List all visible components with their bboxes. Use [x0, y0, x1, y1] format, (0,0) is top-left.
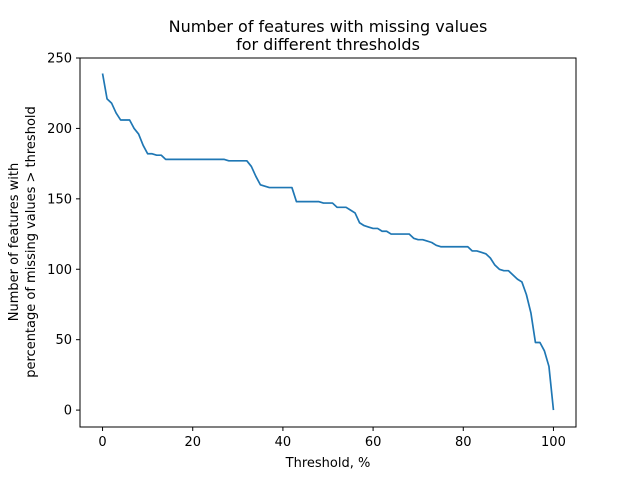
chart-title-line-2: for different thresholds: [236, 35, 420, 54]
series-line: [101, 73, 555, 411]
y-tick-label: 50: [55, 333, 72, 348]
x-tick-label: 80: [455, 435, 472, 450]
x-tick-label: 0: [98, 435, 106, 450]
y-tick-label: 0: [64, 404, 72, 419]
y-tick-label: 250: [47, 52, 72, 67]
y-tick-label: 100: [47, 263, 72, 278]
y-axis-label-line-2: percentage of missing values > threshold: [24, 106, 39, 378]
x-axis-ticks: 0 20 40 60 80 100: [98, 427, 566, 450]
x-tick-label: 40: [275, 435, 292, 450]
x-tick-label: 20: [184, 435, 201, 450]
x-tick-label: 100: [541, 435, 566, 450]
chart-title-line-1: Number of features with missing values: [169, 17, 488, 36]
x-tick-label: 60: [365, 435, 382, 450]
y-tick-label: 150: [47, 192, 72, 207]
y-axis-label-line-1: Number of features with: [7, 163, 22, 321]
plot-frame: [79, 57, 577, 428]
y-tick-label: 200: [47, 122, 72, 137]
y-axis-ticks: 0 50 100 150 200 250: [47, 52, 80, 419]
x-axis-label: Threshold, %: [285, 456, 371, 471]
